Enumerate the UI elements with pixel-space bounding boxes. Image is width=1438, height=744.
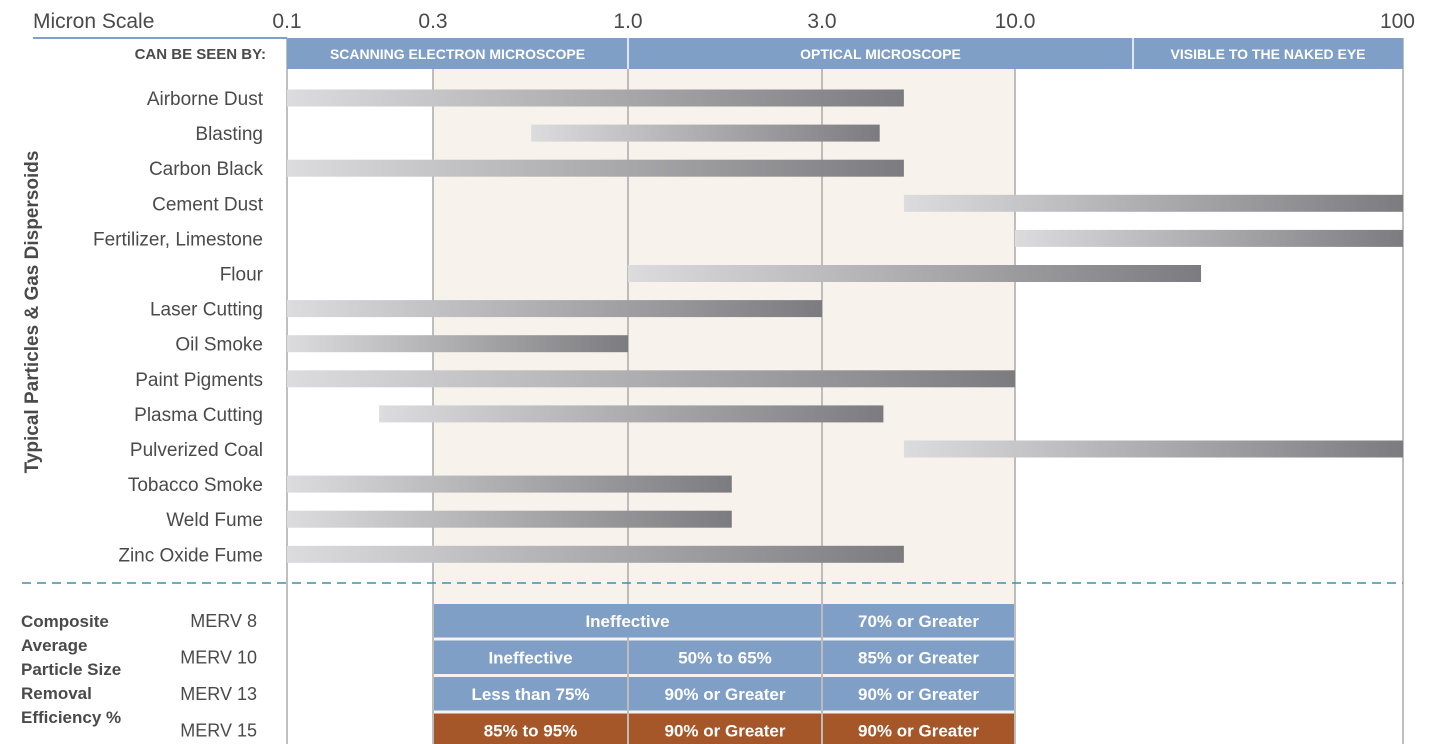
merv-cell: [823, 713, 1014, 744]
particle-label: Blasting: [195, 124, 263, 145]
particle-label: Flour: [220, 265, 264, 286]
particle-label: Cement Dust: [152, 194, 264, 215]
tick-label: 0.1: [272, 10, 301, 33]
merv-cell-label: Less than 75%: [471, 685, 589, 704]
merv-cell: [629, 677, 821, 711]
seen-band: [628, 38, 1133, 69]
particle-bar: [1015, 229, 1403, 247]
merv-rating-label: MERV 10: [180, 648, 257, 668]
tick-label: 100: [1380, 10, 1415, 33]
merv-cell: [823, 640, 1014, 674]
particle-bar: [531, 124, 880, 142]
particle-bar: [903, 194, 1403, 212]
particle-label: Oil Smoke: [175, 335, 263, 356]
merv-cell-label: 50% to 65%: [678, 649, 772, 668]
merv-rating-label: MERV 15: [180, 721, 257, 741]
tick-label: 3.0: [807, 10, 836, 33]
particle-bar: [287, 335, 628, 353]
merv-cell: [434, 640, 627, 674]
efficiency-label-line: Average: [21, 636, 87, 655]
efficiency-label-line: Particle Size: [21, 660, 121, 679]
particle-label: Carbon Black: [149, 159, 264, 180]
seen-band-label: OPTICAL MICROSCOPE: [800, 46, 961, 62]
merv-cell-label: 90% or Greater: [858, 722, 979, 741]
merv-cell: [629, 713, 821, 744]
merv-cell-label: 85% to 95%: [484, 722, 578, 741]
particle-bar: [628, 265, 1202, 282]
merv-cell-label: 70% or Greater: [858, 612, 979, 631]
particle-label: Laser Cutting: [150, 300, 263, 321]
particle-bar: [287, 159, 904, 177]
particle-bar: [287, 89, 904, 107]
seen-by-label: CAN BE SEEN BY:: [135, 46, 266, 63]
tick-label: 1.0: [613, 10, 642, 33]
y-axis-label: Typical Particles & Gas Dispersoids: [22, 151, 43, 474]
scale-label: Micron Scale: [33, 10, 154, 33]
particle-label: Pulverized Coal: [130, 440, 263, 461]
shaded-region: [433, 38, 1015, 744]
particle-label: Tobacco Smoke: [128, 475, 263, 496]
tick-label: 0.3: [418, 10, 447, 33]
merv-cell-label: Ineffective: [585, 612, 669, 631]
particle-label: Airborne Dust: [147, 89, 264, 110]
efficiency-label-line: Composite: [21, 612, 109, 631]
merv-cell-label: 90% or Greater: [858, 685, 979, 704]
merv-cell: [823, 677, 1014, 711]
tick-label: 10.0: [995, 10, 1036, 33]
particle-bar: [287, 300, 822, 318]
merv-rating-label: MERV 13: [180, 684, 257, 704]
merv-rating-label: MERV 8: [190, 611, 257, 631]
particle-bar: [287, 370, 1015, 388]
particle-bar: [379, 405, 884, 423]
particle-bar: [287, 510, 732, 528]
particle-bar: [287, 545, 904, 563]
merv-cell-label: Ineffective: [488, 649, 572, 668]
particle-label: Zinc Oxide Fume: [118, 545, 263, 566]
merv-cell: [434, 604, 821, 638]
merv-cell-label: 85% or Greater: [858, 649, 979, 668]
merv-cell: [434, 677, 627, 711]
seen-band-label: VISIBLE TO THE NAKED EYE: [1171, 46, 1366, 62]
merv-cell: [629, 640, 821, 674]
merv-cell: [823, 604, 1014, 638]
particle-label: Plasma Cutting: [134, 405, 263, 426]
particle-bar: [903, 440, 1403, 458]
seen-band-label: SCANNING ELECTRON MICROSCOPE: [330, 46, 585, 62]
particle-label: Weld Fume: [166, 510, 263, 531]
efficiency-label-line: Removal: [21, 684, 92, 703]
merv-cell: [434, 713, 627, 744]
merv-cell-label: 90% or Greater: [665, 685, 786, 704]
particle-label: Paint Pigments: [135, 370, 263, 391]
seen-band: [287, 38, 628, 69]
particle-label: Fertilizer, Limestone: [93, 229, 263, 250]
merv-cell-label: 90% or Greater: [665, 722, 786, 741]
particle-bar: [287, 475, 732, 493]
seen-band: [1133, 38, 1403, 69]
efficiency-label-line: Efficiency %: [21, 708, 121, 727]
